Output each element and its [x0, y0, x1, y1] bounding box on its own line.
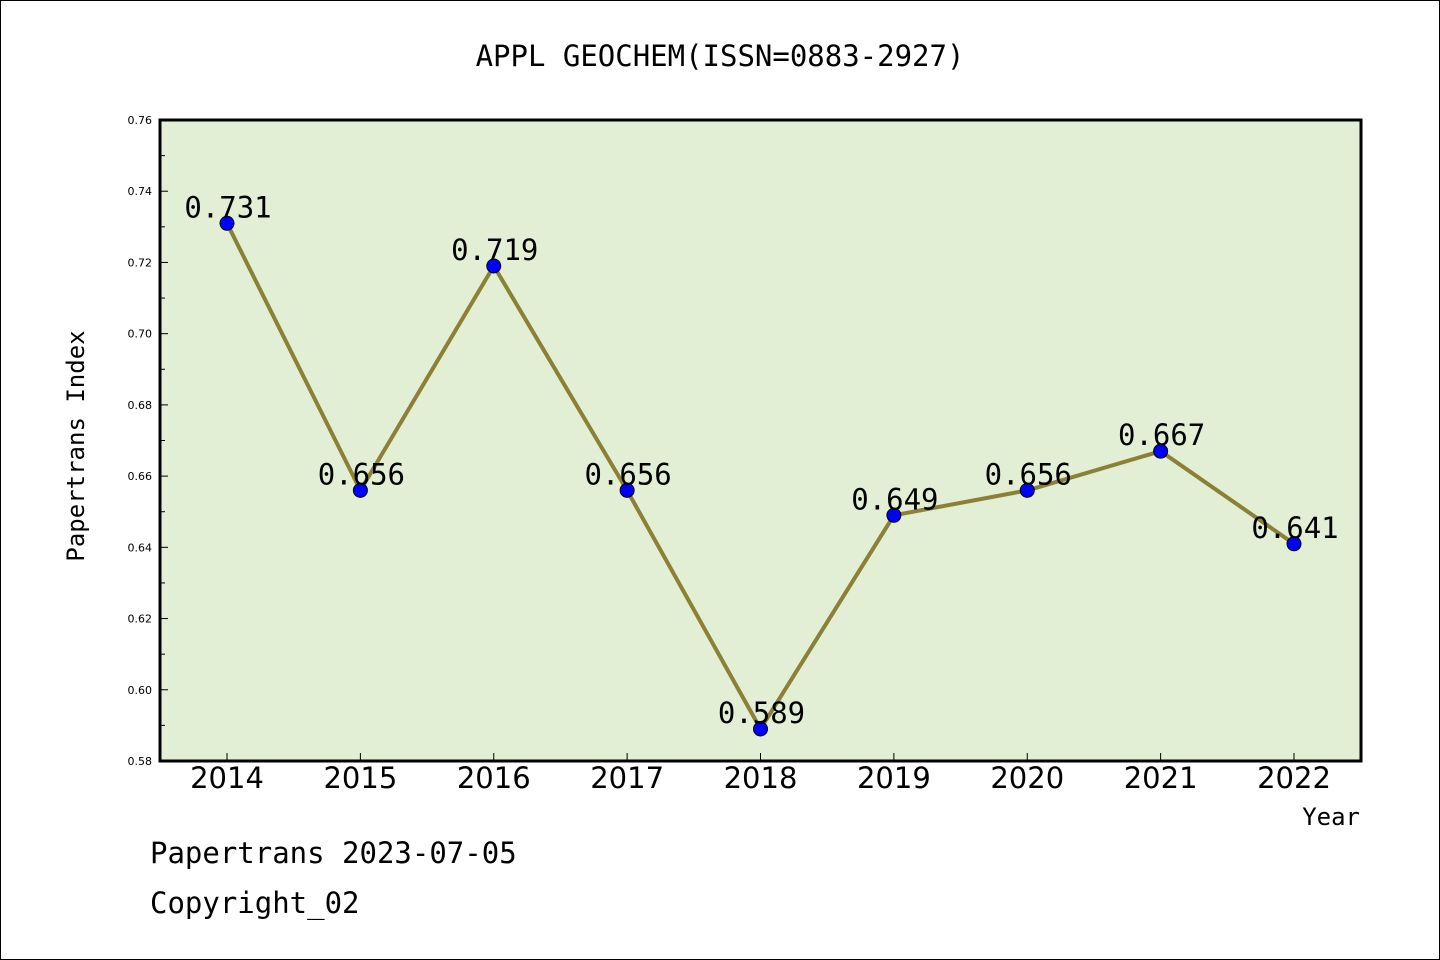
footer-copyright: Copyright_02: [150, 886, 360, 921]
data-point: [1019, 482, 1035, 498]
series-group: [219, 215, 1302, 737]
y-tick-label: 0.58: [128, 755, 153, 768]
data-point: [619, 482, 635, 498]
data-label: 0.656: [584, 457, 671, 491]
footer-date: Papertrans 2023-07-05: [150, 836, 517, 870]
data-label: 0.719: [451, 233, 538, 267]
x-tick-label: 2018: [724, 761, 798, 795]
y-tick-label: 0.66: [128, 470, 153, 483]
data-label: 0.649: [851, 482, 938, 516]
y-tick-label: 0.72: [128, 256, 153, 269]
y-tick-label: 0.68: [128, 399, 153, 412]
data-point: [1286, 536, 1302, 552]
data-point: [352, 482, 368, 498]
plot-area: [158, 118, 1363, 763]
x-tick-label: 2019: [857, 761, 931, 795]
data-point: [886, 507, 902, 523]
x-tick-label: 2017: [590, 761, 664, 795]
y-tick-label: 0.64: [128, 541, 153, 554]
x-axis-label: Year: [1302, 803, 1360, 831]
y-tick-label: 0.70: [128, 328, 153, 341]
data-point: [486, 258, 502, 274]
x-tick-label: 2015: [323, 761, 397, 795]
data-label: 0.731: [184, 190, 271, 224]
data-label: 0.656: [318, 457, 405, 491]
data-label: 0.656: [985, 457, 1072, 491]
x-tick-label: 2016: [457, 761, 531, 795]
data-point: [219, 215, 235, 231]
data-point: [753, 721, 768, 737]
y-tick-label: 0.60: [128, 684, 153, 697]
data-label-group: 0.731 0.656 0.719 0.656 0.589 0.649 0.656 0.667…: [184, 190, 1338, 730]
chart-title: APPL GEOCHEM(ISSN=0883-2927): [476, 39, 965, 73]
x-tick-label: 2021: [1124, 761, 1198, 795]
y-axis-label: Papertrans Index: [62, 330, 90, 561]
x-tick-label: 2020: [990, 761, 1064, 795]
data-label: 0.589: [718, 696, 805, 730]
y-tick-label: 0.74: [128, 185, 153, 198]
y-tick-label: 0.76: [128, 114, 153, 127]
y-tick-label: 0.62: [128, 613, 153, 626]
data-point: [1153, 443, 1169, 459]
data-label: 0.667: [1118, 418, 1205, 452]
x-tick-label: 2014: [190, 761, 264, 795]
x-axis: 2014 2015 2016 2017 2018 2019 2020 2021 2022: [190, 753, 1331, 795]
y-axis: 0.58 0.60 0.62 0.64 0.66 0.68 0.70 0.72 0.74 0.76: [128, 114, 168, 768]
x-tick-label: 2022: [1257, 761, 1331, 795]
data-label: 0.641: [1251, 511, 1338, 545]
